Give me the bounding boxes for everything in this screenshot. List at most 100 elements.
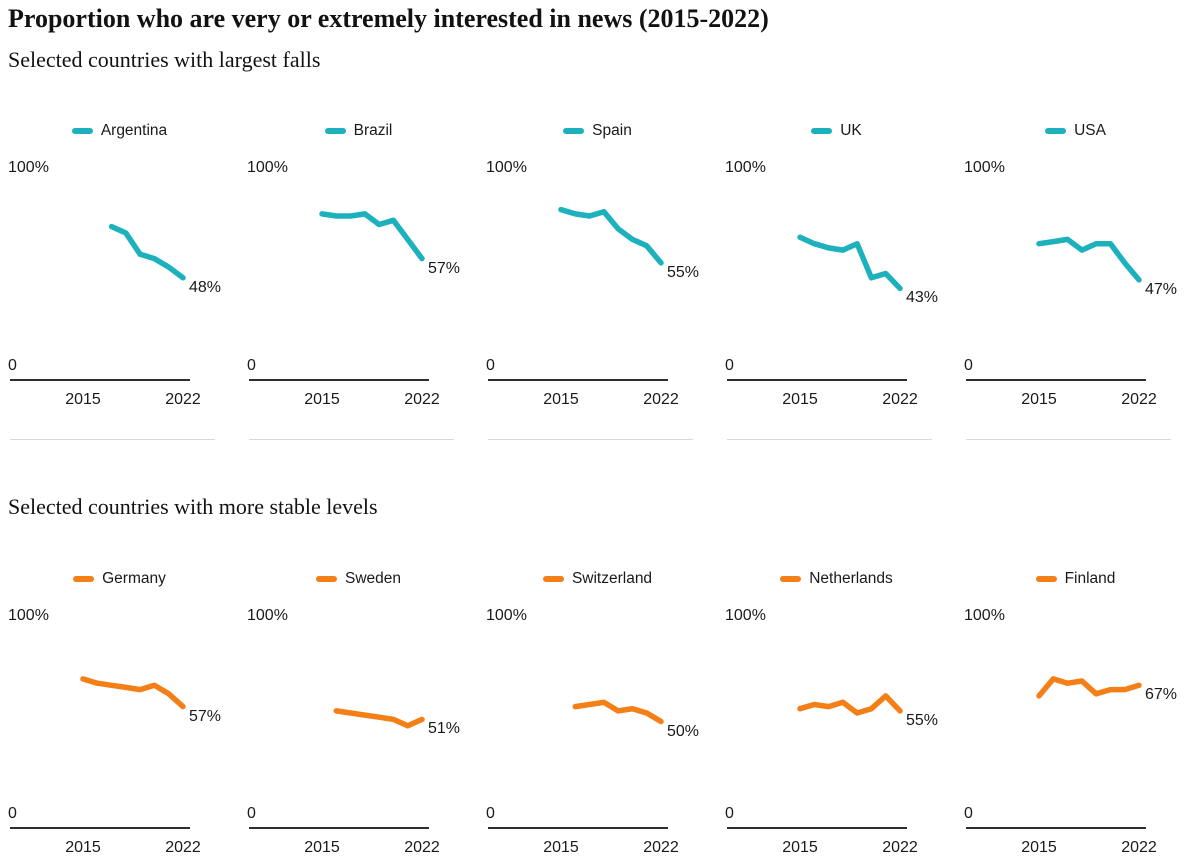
chart-cell-spain: Spain 100% 0 2015 2022 55% xyxy=(478,100,717,445)
chart-cell-sweden: Sweden 100% 0 2015 2022 51% xyxy=(239,548,478,868)
chart-cell-germany: Germany 100% 0 2015 2022 57% xyxy=(0,548,239,868)
legend-line-swatch xyxy=(542,575,564,582)
trend-line xyxy=(333,708,425,729)
chart-cell-argentina: Argentina 100% 0 2015 2022 48% xyxy=(0,100,239,445)
y-axis-zero-label: 0 xyxy=(725,805,734,822)
x-tick-start: 2015 xyxy=(1021,391,1057,408)
trend-line-chart-uk xyxy=(797,234,903,292)
end-value-label: 50% xyxy=(667,723,700,740)
y-axis-max-label: 100% xyxy=(964,159,1005,176)
x-tick-start: 2015 xyxy=(782,391,818,408)
legend-country-label: Sweden xyxy=(344,570,401,587)
legend-line-swatch xyxy=(780,575,802,582)
y-axis-max-label: 100% xyxy=(964,607,1005,624)
y-axis-zero-label: 0 xyxy=(964,357,973,374)
y-axis-zero-label: 0 xyxy=(8,357,17,374)
chart-cell-brazil: Brazil 100% 0 2015 2022 57% xyxy=(239,100,478,445)
trend-line-chart-sweden xyxy=(333,708,425,729)
y-axis-max-label: 100% xyxy=(486,159,527,176)
legend-country-label: Spain xyxy=(592,122,632,139)
legend-germany: Germany xyxy=(0,569,239,588)
x-tick-start: 2015 xyxy=(65,391,101,408)
legend-brazil: Brazil xyxy=(239,121,478,140)
x-tick-end: 2022 xyxy=(165,391,201,408)
legend-line-swatch xyxy=(1045,127,1067,134)
x-tick-start: 2015 xyxy=(543,839,579,856)
legend-country-label: Germany xyxy=(102,570,166,587)
x-tick-start: 2015 xyxy=(782,839,818,856)
x-tick-start: 2015 xyxy=(304,839,340,856)
legend-line-swatch xyxy=(315,575,337,582)
y-axis-max-label: 100% xyxy=(8,607,49,624)
x-tick-end: 2022 xyxy=(404,391,440,408)
trend-line xyxy=(319,211,425,262)
legend-country-label: Switzerland xyxy=(571,570,653,587)
x-tick-end: 2022 xyxy=(404,839,440,856)
x-axis-line xyxy=(10,379,190,381)
legend-country-label: USA xyxy=(1074,122,1106,139)
end-value-label: 57% xyxy=(189,708,222,725)
cell-separator xyxy=(727,439,932,440)
x-axis-line xyxy=(727,827,907,829)
y-axis-max-label: 100% xyxy=(247,607,288,624)
y-axis-max-label: 100% xyxy=(486,607,527,624)
trend-line-chart-switzerland xyxy=(572,699,664,725)
end-value-label: 55% xyxy=(667,264,700,281)
chart-row-falls: Argentina 100% 0 2015 2022 48% Brazil 100% 0 2015… xyxy=(0,100,1196,445)
chart-cell-usa: USA 100% 0 2015 2022 47% xyxy=(956,100,1195,445)
trend-line-chart-netherlands xyxy=(797,693,903,716)
trend-line xyxy=(108,223,186,281)
end-value-label: 57% xyxy=(428,260,461,277)
cell-separator xyxy=(10,439,215,440)
y-axis-zero-label: 0 xyxy=(486,805,495,822)
legend-country-label: Finland xyxy=(1064,570,1116,587)
cell-separator xyxy=(966,439,1171,440)
legend-line-swatch xyxy=(811,127,833,134)
legend-argentina: Argentina xyxy=(0,121,239,140)
x-tick-start: 2015 xyxy=(1021,839,1057,856)
end-value-label: 48% xyxy=(189,279,222,296)
legend-country-label: Netherlands xyxy=(809,570,893,587)
y-axis-max-label: 100% xyxy=(725,607,766,624)
y-axis-zero-label: 0 xyxy=(247,357,256,374)
trend-line-chart-finland xyxy=(1036,676,1142,699)
page-title: Proportion who are very or extremely int… xyxy=(8,4,769,33)
end-value-label: 55% xyxy=(906,712,939,729)
legend-spain: Spain xyxy=(478,121,717,140)
x-tick-start: 2015 xyxy=(304,391,340,408)
cell-separator xyxy=(488,439,693,440)
legend-country-label: Argentina xyxy=(100,122,168,139)
legend-uk: UK xyxy=(717,121,956,140)
y-axis-zero-label: 0 xyxy=(486,357,495,374)
x-axis-line xyxy=(10,827,190,829)
legend-netherlands: Netherlands xyxy=(717,569,956,588)
x-tick-end: 2022 xyxy=(1121,391,1157,408)
legend-finland: Finland xyxy=(956,569,1195,588)
legend-country-label: Brazil xyxy=(353,122,393,139)
y-axis-zero-label: 0 xyxy=(964,805,973,822)
x-axis-line xyxy=(727,379,907,381)
section-title-falls: Selected countries with largest falls xyxy=(8,47,321,72)
chart-cell-finland: Finland 100% 0 2015 2022 67% xyxy=(956,548,1195,868)
trend-line xyxy=(1036,676,1142,699)
x-tick-end: 2022 xyxy=(882,391,918,408)
x-axis-line xyxy=(966,379,1146,381)
trend-line xyxy=(797,234,903,292)
legend-switzerland: Switzerland xyxy=(478,569,717,588)
trend-line xyxy=(558,206,664,266)
chart-cell-switzerland: Switzerland 100% 0 2015 2022 50% xyxy=(478,548,717,868)
section-title-stable: Selected countries with more stable leve… xyxy=(8,494,378,519)
legend-line-swatch xyxy=(71,127,93,134)
x-tick-start: 2015 xyxy=(65,839,101,856)
chart-cell-netherlands: Netherlands 100% 0 2015 2022 55% xyxy=(717,548,956,868)
x-axis-line xyxy=(488,379,668,381)
chart-cell-uk: UK 100% 0 2015 2022 43% xyxy=(717,100,956,445)
end-value-label: 51% xyxy=(428,720,461,737)
trend-line xyxy=(1036,236,1142,283)
legend-usa: USA xyxy=(956,121,1195,140)
end-value-label: 43% xyxy=(906,289,939,306)
trend-line xyxy=(80,676,186,710)
x-axis-line xyxy=(966,827,1146,829)
trend-line xyxy=(797,693,903,716)
x-tick-start: 2015 xyxy=(543,391,579,408)
